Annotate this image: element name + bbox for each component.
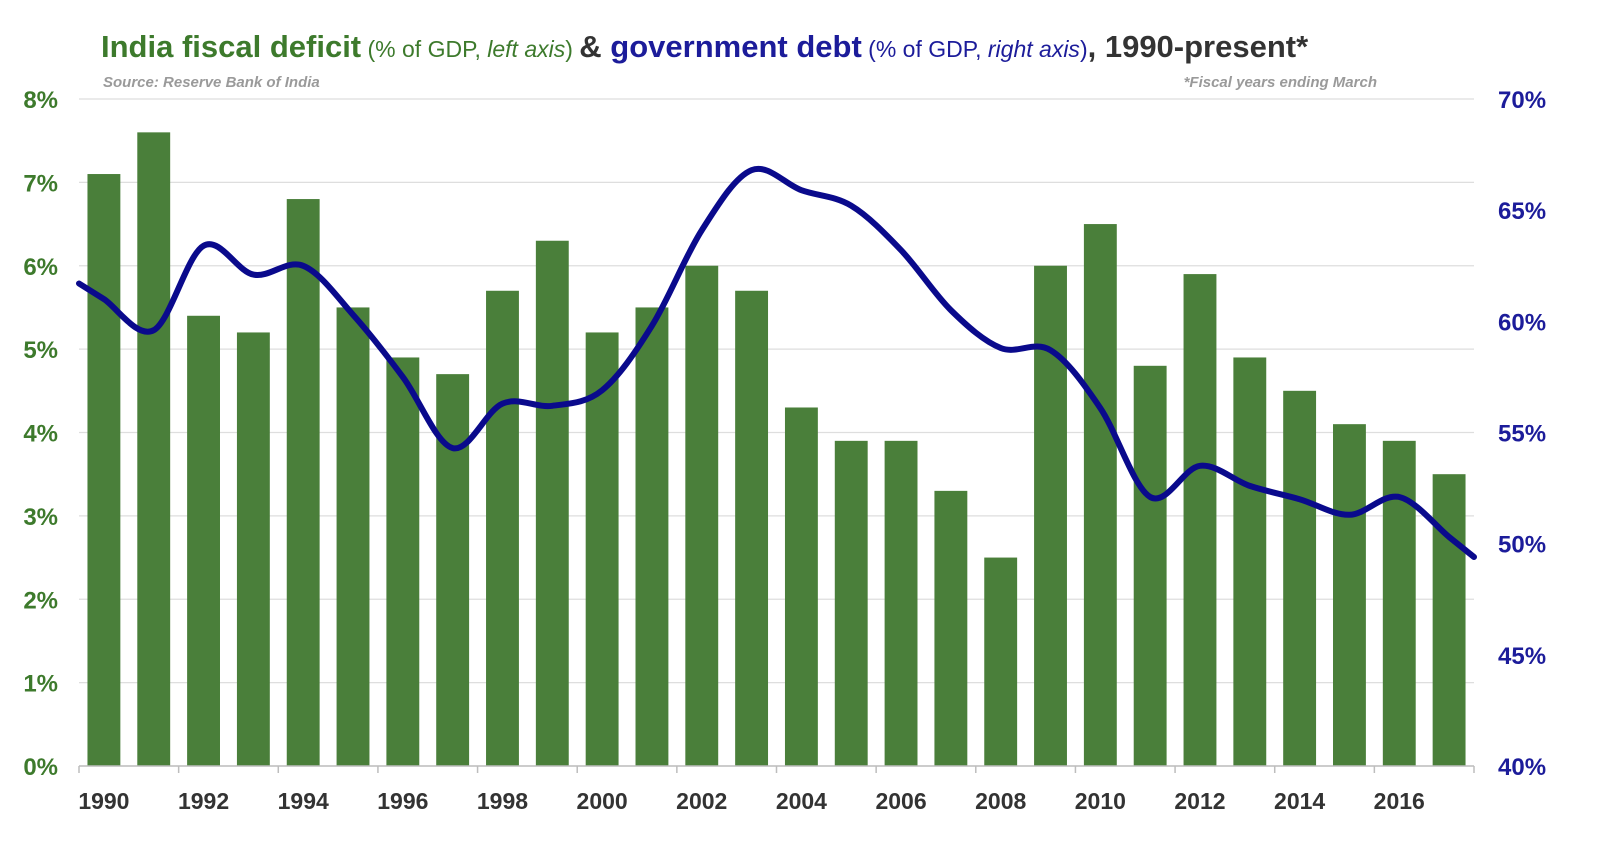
debt-line — [76, 165, 1477, 560]
bar-2010 — [1083, 224, 1117, 766]
x-tick-label: 1998 — [477, 788, 528, 814]
bar-1998 — [486, 290, 519, 766]
right-axis-ticks: 40% 45% 50% 55% 60% 65% 70% — [1498, 87, 1546, 781]
title-debt-note-em: right axis — [988, 36, 1081, 62]
x-tick-label: 2016 — [1374, 788, 1425, 814]
x-tick-label: 1990 — [78, 788, 129, 814]
bar-1993 — [236, 332, 270, 766]
right-tick-label: 55% — [1498, 421, 1546, 448]
bar-2008 — [984, 557, 1018, 766]
right-tick-label: 40% — [1498, 754, 1546, 781]
title-deficit-note-b: ) — [565, 36, 579, 62]
left-tick-label: 5% — [23, 337, 58, 364]
title-debt-note-b: ) — [1080, 36, 1088, 62]
bar-1991 — [137, 132, 171, 767]
bar-2006 — [884, 440, 918, 766]
footnote: *Fiscal years ending March — [1184, 74, 1377, 91]
bar-1995 — [336, 307, 370, 766]
left-tick-label: 6% — [23, 254, 58, 281]
title-deficit-note-a: (% of GDP, — [361, 36, 487, 62]
right-tick-label: 45% — [1498, 643, 1546, 670]
x-tick-label: 2002 — [676, 788, 727, 814]
bar-2011 — [1133, 365, 1167, 766]
bar-series — [87, 132, 1466, 767]
bar-1994 — [286, 199, 320, 767]
axes — [78, 765, 1475, 773]
title-ampersand: & — [579, 29, 610, 64]
left-tick-label: 0% — [23, 754, 58, 781]
title-deficit-note-em: left axis — [487, 36, 565, 62]
bar-2012 — [1183, 274, 1217, 766]
line-series — [76, 165, 1477, 560]
right-tick-label: 70% — [1498, 87, 1546, 114]
bar-2009 — [1034, 265, 1067, 766]
left-axis-ticks: 0% 1% 2% 3% 4% 5% 6% 7% 8% — [23, 87, 58, 781]
x-tick-label: 2000 — [577, 788, 628, 814]
left-tick-label: 1% — [23, 671, 58, 698]
bar-2004 — [784, 407, 818, 766]
right-tick-label: 50% — [1498, 532, 1546, 559]
title-period: , 1990-present* — [1088, 29, 1309, 64]
bar-2000 — [585, 332, 619, 766]
bar-2017 — [1432, 474, 1466, 766]
bar-1999 — [535, 240, 569, 767]
x-tick-label: 2006 — [875, 788, 926, 814]
x-axis-ticks: 1990 1992 1994 1996 1998 2000 2002 2004 2006 2008… — [78, 788, 1425, 814]
bar-2016 — [1382, 440, 1416, 766]
right-tick-label: 65% — [1498, 198, 1546, 225]
left-tick-label: 7% — [23, 170, 58, 197]
bar-2015 — [1333, 424, 1366, 766]
x-tick-label: 2014 — [1274, 788, 1325, 814]
left-tick-label: 8% — [23, 87, 58, 114]
x-tick-label: 1992 — [178, 788, 229, 814]
x-tick-label: 2008 — [975, 788, 1026, 814]
right-tick-label: 60% — [1498, 309, 1546, 336]
bar-2001 — [635, 307, 669, 766]
left-tick-label: 4% — [23, 421, 58, 448]
bar-2014 — [1283, 390, 1317, 766]
x-tick-label: 1994 — [278, 788, 329, 814]
left-tick-label: 2% — [23, 587, 58, 614]
x-tick-label: 2012 — [1174, 788, 1225, 814]
title-debt-note-a: (% of GDP, — [862, 36, 988, 62]
chart-title: India fiscal deficit (% of GDP, left axi… — [101, 29, 1309, 64]
bar-1992 — [187, 315, 220, 766]
bar-1996 — [386, 357, 420, 766]
bar-2003 — [735, 290, 769, 766]
x-tick-label: 2010 — [1075, 788, 1126, 814]
title-debt: government debt — [610, 29, 861, 64]
bar-2002 — [685, 265, 719, 766]
source-note: Source: Reserve Bank of India — [103, 74, 320, 91]
title-deficit: India fiscal deficit — [101, 29, 361, 64]
left-tick-label: 3% — [23, 504, 58, 531]
x-tick-label: 2004 — [776, 788, 827, 814]
x-tick-label: 1996 — [377, 788, 428, 814]
bar-1997 — [436, 374, 470, 766]
bar-2013 — [1233, 357, 1267, 766]
bar-2007 — [934, 490, 968, 766]
bar-1990 — [87, 174, 121, 767]
bar-2005 — [834, 440, 868, 766]
